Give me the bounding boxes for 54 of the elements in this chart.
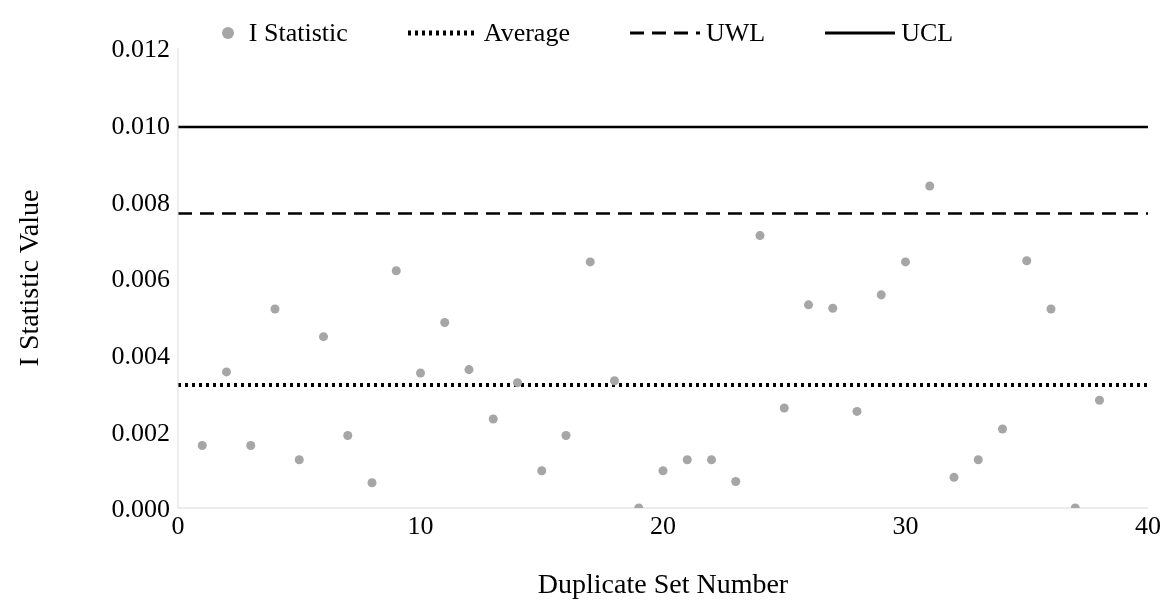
point bbox=[949, 472, 959, 482]
point bbox=[318, 332, 329, 342]
x-tick-label: 40 bbox=[1135, 511, 1161, 541]
point bbox=[997, 424, 1008, 434]
point bbox=[585, 257, 595, 267]
point bbox=[343, 431, 353, 441]
legend-label: Average bbox=[483, 18, 570, 48]
point bbox=[682, 455, 692, 465]
y-tick-label: 0.006 bbox=[111, 264, 170, 294]
y-axis-title: I Statistic Value bbox=[12, 189, 44, 367]
point bbox=[803, 300, 814, 310]
point bbox=[464, 365, 474, 375]
y-tick-label: 0.010 bbox=[111, 110, 170, 140]
point bbox=[367, 478, 377, 488]
x-tick-label: 0 bbox=[171, 511, 185, 541]
point bbox=[1094, 395, 1105, 405]
point bbox=[488, 414, 498, 424]
point bbox=[270, 304, 280, 314]
y-tick-label: 0.012 bbox=[111, 34, 170, 64]
y-tick-label: 0.002 bbox=[111, 417, 170, 447]
point bbox=[925, 181, 935, 191]
point bbox=[852, 406, 862, 416]
legend-label: UWL bbox=[705, 18, 766, 48]
point bbox=[561, 431, 571, 441]
point bbox=[197, 441, 207, 451]
legend-label: UCL bbox=[901, 18, 954, 48]
point bbox=[221, 367, 232, 377]
point bbox=[537, 466, 547, 476]
x-tick-label: 10 bbox=[407, 511, 434, 541]
point bbox=[440, 317, 450, 327]
point bbox=[512, 378, 523, 388]
point bbox=[779, 403, 789, 413]
point bbox=[415, 368, 426, 378]
legend-label: I Statistic bbox=[248, 18, 348, 48]
x-tick-label: 30 bbox=[892, 511, 919, 541]
point bbox=[973, 455, 983, 465]
point bbox=[876, 290, 886, 300]
y-tick-label: 0.008 bbox=[111, 187, 170, 217]
point bbox=[294, 455, 304, 465]
y-tick-label: 0.000 bbox=[111, 494, 170, 524]
point bbox=[755, 230, 765, 240]
x-tick-label: 20 bbox=[650, 511, 676, 541]
point bbox=[900, 257, 911, 267]
point bbox=[609, 376, 620, 386]
point bbox=[658, 466, 668, 476]
point bbox=[1022, 256, 1032, 266]
x-axis-title: Duplicate Set Number bbox=[537, 568, 789, 599]
point bbox=[391, 266, 401, 276]
point bbox=[706, 455, 717, 465]
y-tick-label: 0.004 bbox=[111, 340, 170, 370]
point bbox=[1046, 304, 1056, 314]
point bbox=[731, 477, 741, 487]
point bbox=[828, 303, 838, 313]
point bbox=[246, 441, 256, 451]
